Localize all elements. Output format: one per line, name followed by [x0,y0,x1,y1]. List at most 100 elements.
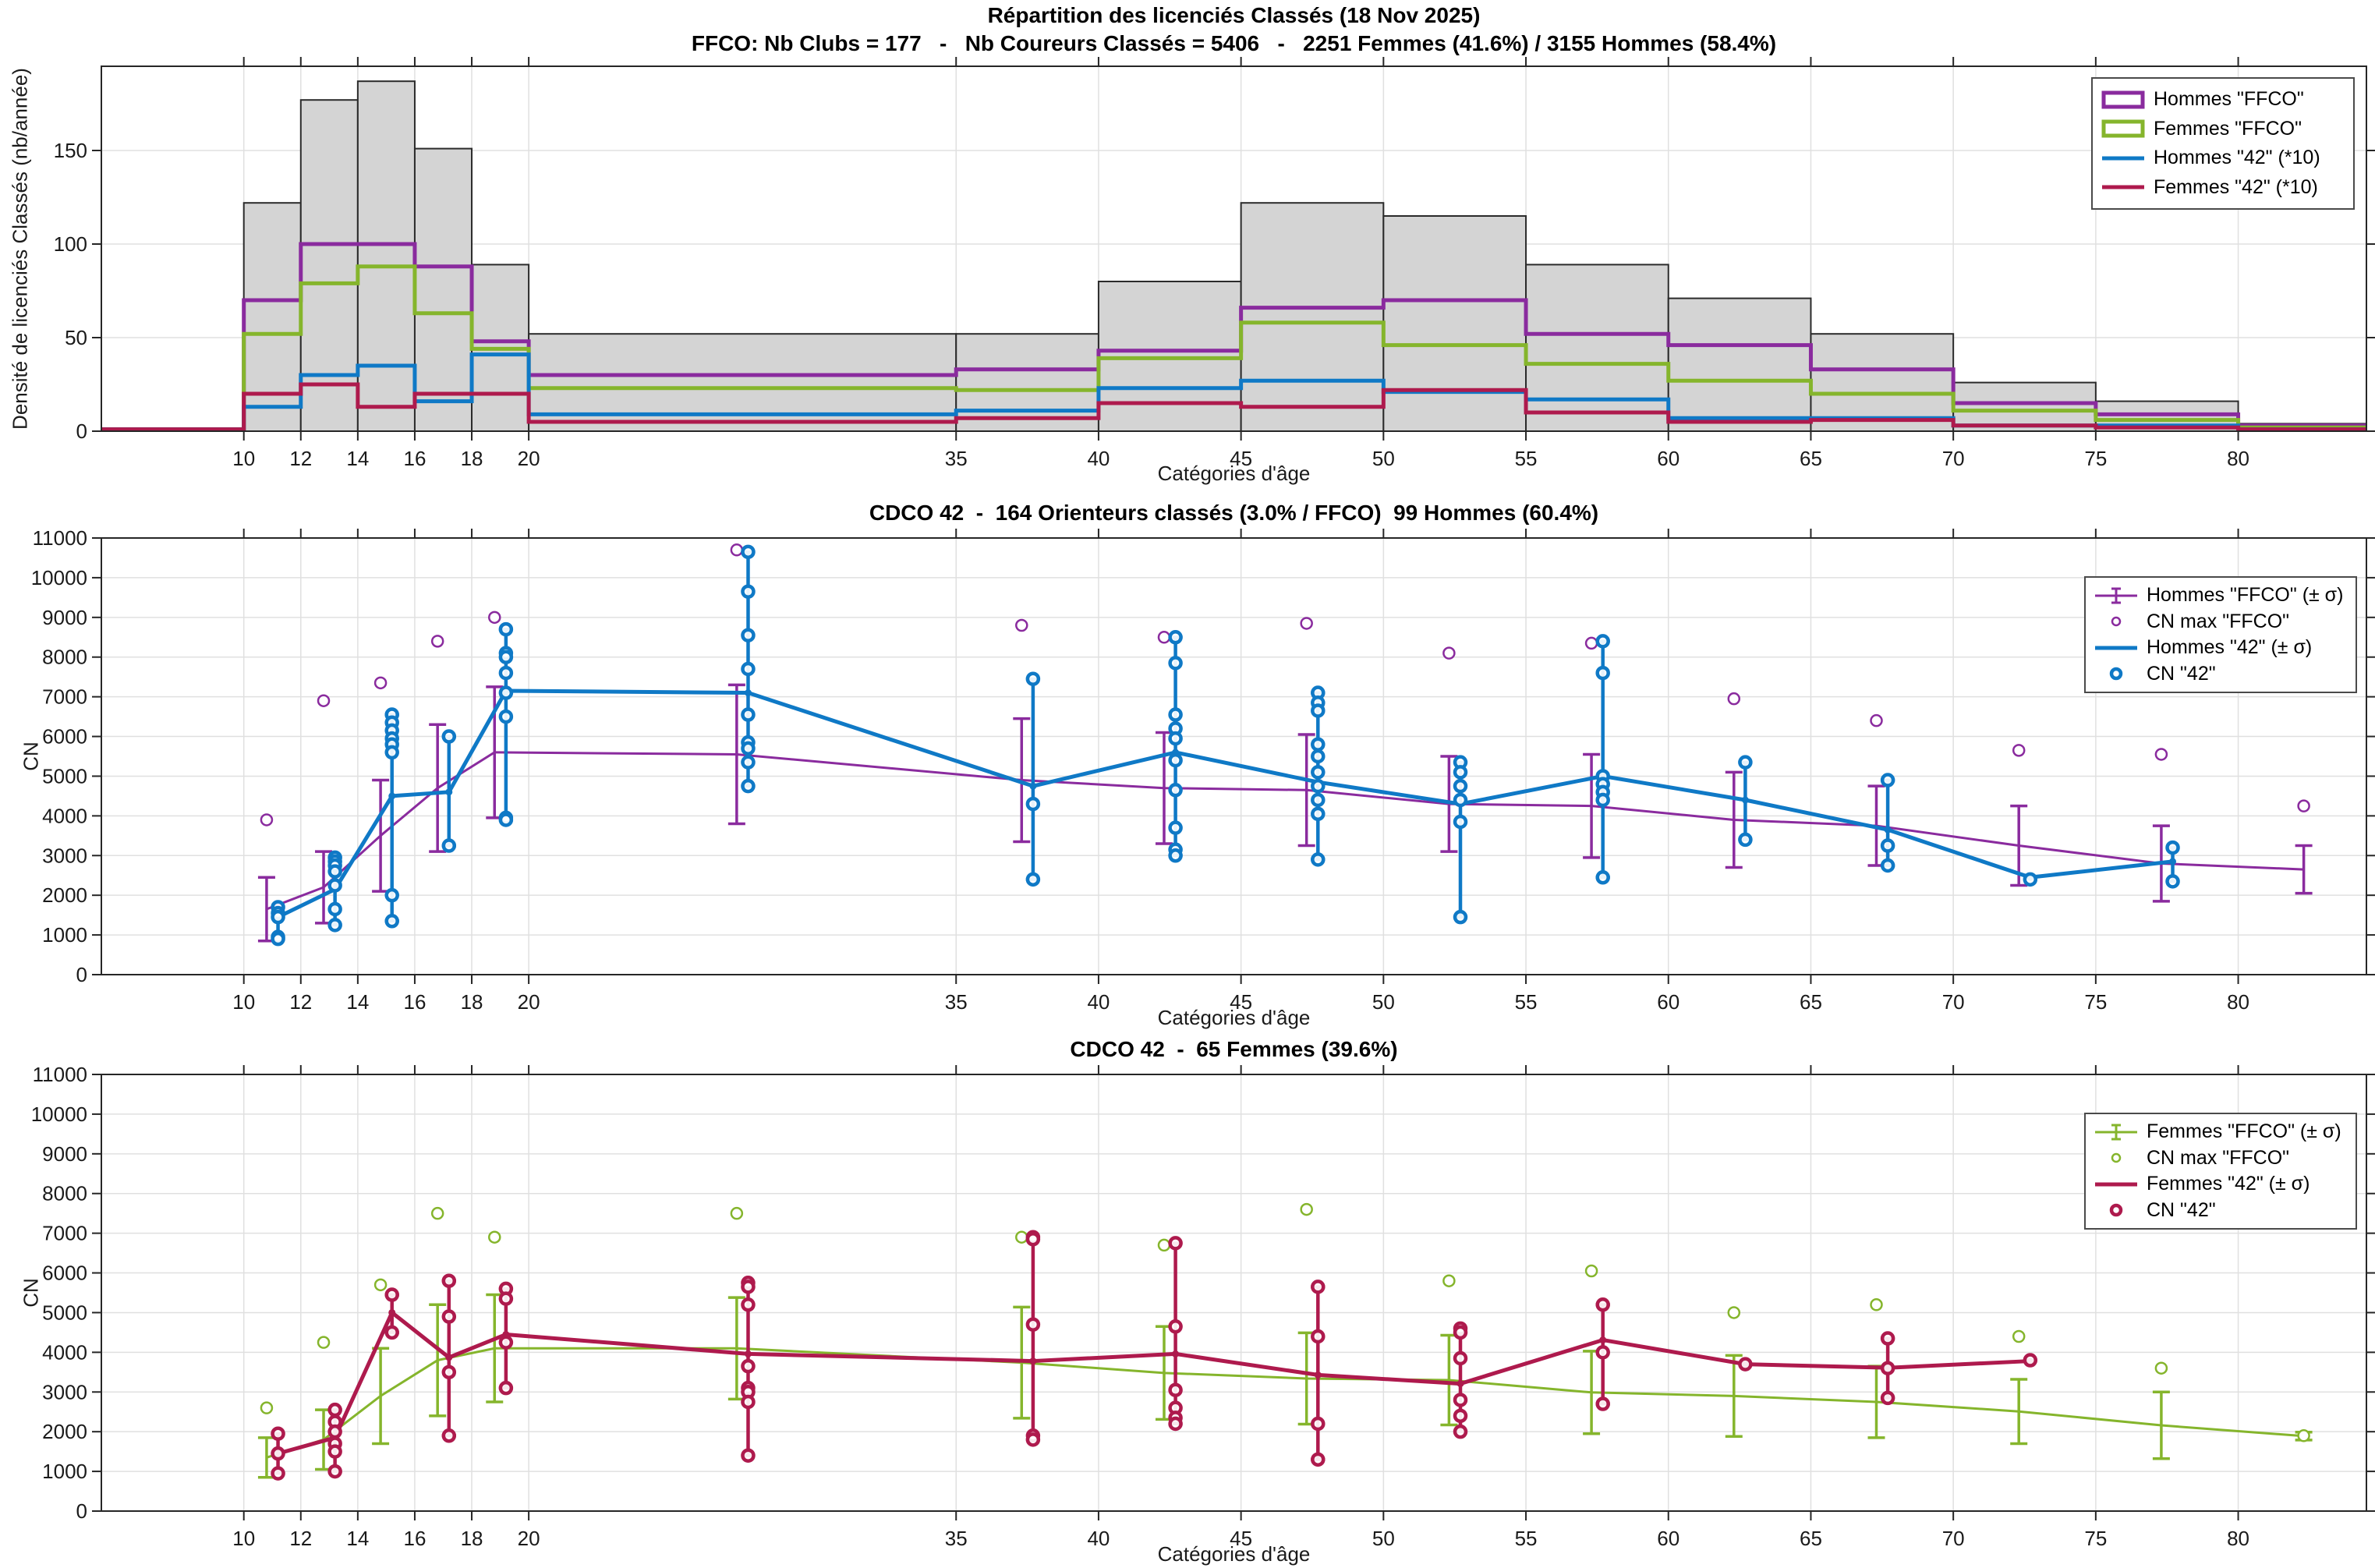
x-tick-label: 65 [1800,1527,1822,1550]
step-series-femmes_42 [101,382,2366,432]
x-tick-label: 75 [2084,1527,2107,1550]
chart1-ylabel: Densité de licenciés Classés (nb/année) [8,68,32,430]
chart3-title: CDCO 42 - 65 Femmes (39.6%) [1070,1037,1398,1061]
legend-item-femmes-ffco-err: Femmes "FFCO" (± σ) [2094,1120,2348,1143]
x-tick-label: 50 [1372,1527,1395,1550]
x-tick-label: 35 [945,447,968,470]
chart-repartition: 10 12 14 16 18 20 35 40 45 50 55 60 65 70 75 80 0 50 100 15… [54,57,2375,470]
x-tick-label: 12 [289,990,312,1014]
chart3-xlabel: Catégories d'âge [1157,1542,1311,1566]
x-tick-label: 50 [1372,990,1395,1014]
axes [92,1065,2375,1520]
y-tick-label: 9000 [42,1142,87,1166]
x-tick-label: 40 [1087,990,1110,1014]
cn-max-circle-icon [2111,1153,2122,1163]
x-tick-label: 10 [232,990,255,1014]
legend-label: CN "42" [2147,662,2216,685]
chart2-legend: Hommes "FFCO" (± σ) CN max "FFCO" Hommes… [2084,576,2357,693]
hommes-42-line-icon [2095,646,2137,650]
x-tick-label: 75 [2084,447,2107,470]
x-tick-label: 12 [289,447,312,470]
legend-label: Femmes "FFCO" (± σ) [2147,1120,2341,1143]
legend-item-hommes-42: Hommes "42" (*10) [2101,147,2345,169]
x-tick-label: 10 [232,447,255,470]
chart-femmes: 10 12 14 16 18 20 35 40 45 50 55 60 65 70 75 80 0 1000 200… [31,1063,2375,1550]
gridlines [101,1074,2366,1511]
legend-item-cn-max: CN max "FFCO" [2094,611,2348,633]
y-tick-label: 10000 [31,566,87,589]
step-series-femmes_ffco [101,264,2366,432]
x-tick-label: 18 [461,1527,483,1550]
x-tick-label: 40 [1087,447,1110,470]
x-tick-label: 14 [346,1527,369,1550]
legend-label: CN max "FFCO" [2147,1146,2290,1169]
x-tick-label: 14 [346,990,369,1014]
x-tick-label: 50 [1372,447,1395,470]
tick-labels: 10 12 14 16 18 20 35 40 45 50 55 60 65 70 75 80 0 50 100 15… [54,139,2249,470]
tick-labels: 10 12 14 16 18 20 35 40 45 50 55 60 65 70 75 80 0 1000 200… [31,526,2249,1014]
hommes-ffco-swatch-icon [2101,90,2145,109]
y-tick-label: 6000 [42,725,87,749]
chart3-ylabel: CN [19,1278,43,1308]
femmes-ffco-swatch-icon [2101,119,2145,138]
chart3-legend: Femmes "FFCO" (± σ) CN max "FFCO" Femmes… [2084,1113,2357,1230]
x-tick-label: 80 [2227,447,2249,470]
cdco-series [271,550,2180,941]
femmes-ffco-errorbar-icon [2095,1124,2137,1141]
x-tick-label: 18 [461,447,483,470]
legend-label: Hommes "42" (± σ) [2147,636,2313,659]
y-tick-label: 5000 [42,1301,87,1324]
cn-max-markers [260,1202,2310,1442]
legend-label: Femmes "42" (± σ) [2147,1173,2310,1195]
legend-label: Hommes "42" (*10) [2154,147,2320,169]
hommes-ffco-errorbar-icon [2095,587,2137,604]
y-tick-label: 9000 [42,606,87,629]
x-tick-label: 45 [1230,1527,1252,1550]
x-tick-label: 55 [1515,447,1538,470]
x-tick-label: 70 [1942,447,1965,470]
cn-42-circle-icon [2109,1203,2123,1217]
legend-item-cn-max: CN max "FFCO" [2094,1147,2348,1170]
femmes-42-line-icon [2102,185,2144,189]
x-tick-label: 18 [461,990,483,1014]
legend-label: CN max "FFCO" [2147,610,2290,632]
x-tick-label: 45 [1230,447,1252,470]
legend-label: Hommes "FFCO" [2154,88,2304,111]
x-tick-label: 20 [518,447,540,470]
x-tick-label: 60 [1657,990,1679,1014]
x-tick-label: 20 [518,1527,540,1550]
y-tick-label: 2000 [42,1420,87,1443]
hommes-42-line-icon [2102,156,2144,161]
x-tick-label: 75 [2084,990,2107,1014]
tick-labels: 10 12 14 16 18 20 35 40 45 50 55 60 65 70 75 80 0 1000 200… [31,1063,2249,1550]
y-tick-label: 50 [65,326,87,349]
x-tick-label: 80 [2227,1527,2249,1550]
x-tick-label: 55 [1515,990,1538,1014]
x-tick-label: 12 [289,1527,312,1550]
y-tick-label: 6000 [42,1262,87,1285]
y-tick-label: 11000 [33,526,87,550]
legend-item-cn-42: CN "42" [2094,663,2348,685]
y-tick-label: 8000 [42,646,87,669]
x-tick-label: 55 [1515,1527,1538,1550]
legend-item-hommes-42-err: Hommes "42" (± σ) [2094,636,2348,659]
legend-item-femmes-ffco: Femmes "FFCO" [2101,118,2345,140]
x-tick-label: 65 [1800,990,1822,1014]
x-tick-label: 45 [1230,990,1252,1014]
legend-label: Femmes "42" (*10) [2154,175,2318,198]
chart1-xlabel: Catégories d'âge [1157,462,1311,485]
legend-label: Hommes "FFCO" (± σ) [2147,584,2344,607]
x-tick-label: 35 [945,990,968,1014]
x-tick-label: 70 [1942,1527,1965,1550]
cn-max-circle-icon [2111,617,2122,627]
y-tick-label: 3000 [42,844,87,867]
y-tick-label: 7000 [42,1222,87,1245]
legend-label: Femmes "FFCO" [2154,117,2302,140]
legend-item-femmes-42: Femmes "42" (*10) [2101,176,2345,199]
y-tick-label: 11000 [33,1063,87,1086]
legend-item-cn-42: CN "42" [2094,1199,2348,1222]
total-histogram-bars [101,80,2367,433]
y-tick-label: 3000 [42,1380,87,1403]
x-tick-label: 60 [1657,447,1679,470]
